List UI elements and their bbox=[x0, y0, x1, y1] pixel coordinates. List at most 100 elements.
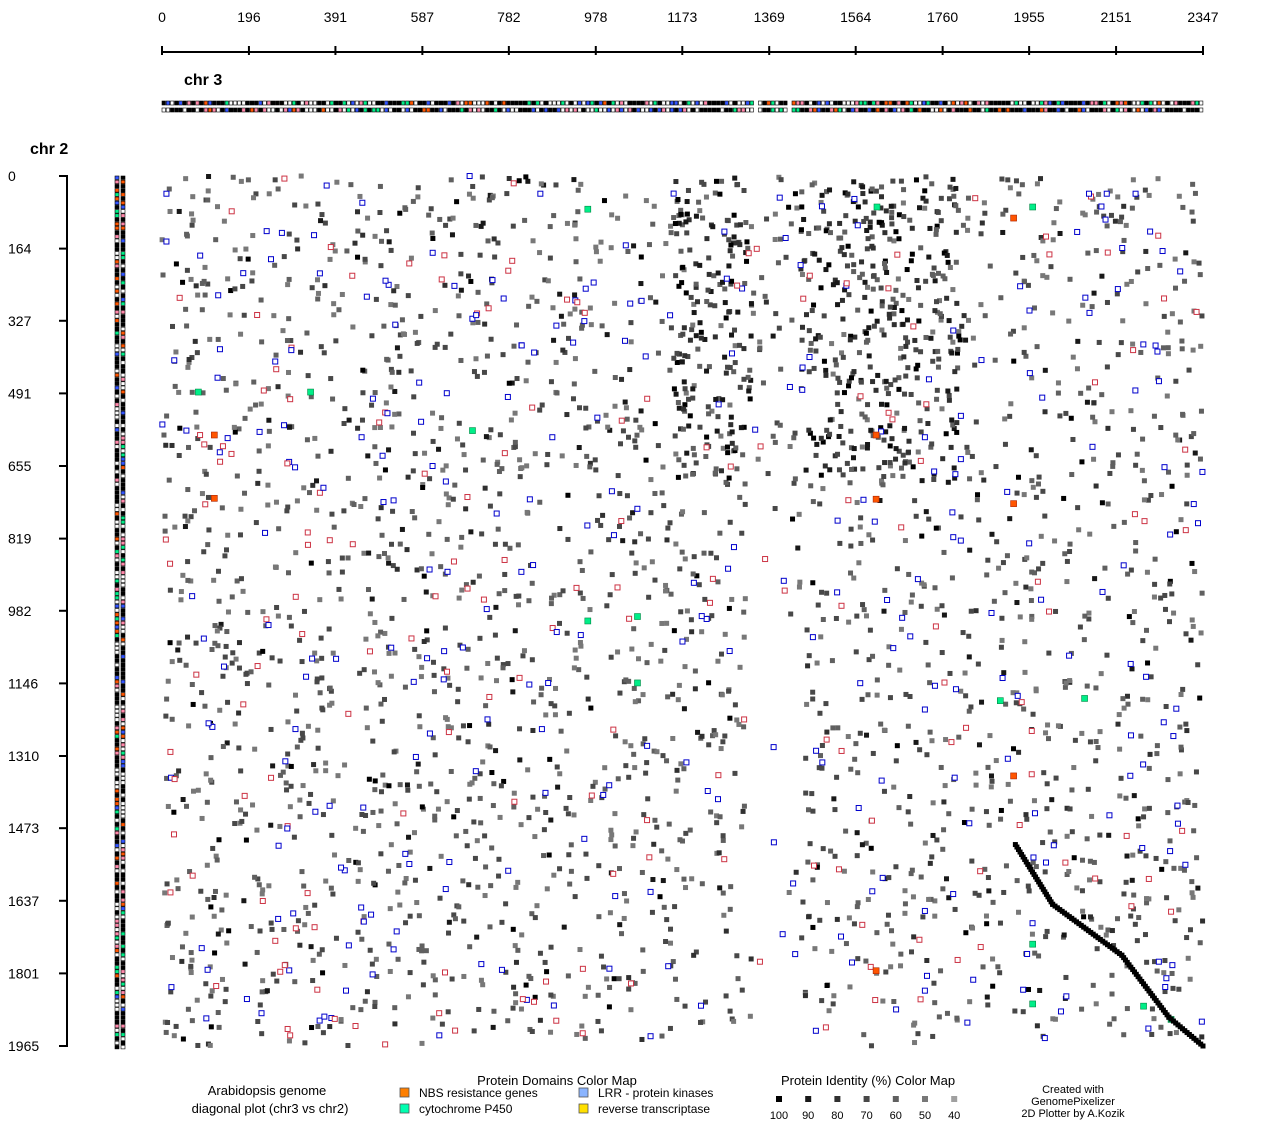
identity-point bbox=[683, 636, 689, 642]
identity-point bbox=[323, 768, 329, 774]
identity-point bbox=[1002, 590, 1008, 596]
identity-point bbox=[1075, 505, 1081, 511]
identity-point bbox=[715, 579, 721, 585]
identity-point bbox=[1066, 318, 1072, 324]
domain-box-point bbox=[464, 494, 471, 501]
identity-point bbox=[607, 592, 613, 598]
identity-point bbox=[236, 745, 242, 751]
identity-point bbox=[659, 1033, 665, 1039]
identity-point bbox=[495, 526, 501, 532]
domain-box-point bbox=[1046, 608, 1053, 615]
identity-point bbox=[532, 994, 538, 1000]
chr3-gene-mark bbox=[930, 107, 935, 113]
identity-point bbox=[1040, 238, 1046, 244]
domain-box-point bbox=[445, 729, 452, 736]
identity-point bbox=[903, 691, 909, 697]
x-tick-label: 1564 bbox=[840, 9, 871, 25]
domain-box-point bbox=[872, 997, 879, 1004]
identity-point bbox=[1139, 467, 1145, 473]
identity-point bbox=[223, 986, 229, 992]
domain-box-point bbox=[265, 622, 272, 629]
chr2-gene-mark bbox=[120, 385, 126, 390]
identity-point bbox=[1032, 950, 1038, 956]
identity-point bbox=[557, 866, 563, 872]
identity-point bbox=[989, 531, 995, 537]
identity-point bbox=[706, 411, 712, 417]
identity-point bbox=[448, 331, 454, 337]
domain-box-point bbox=[606, 782, 613, 789]
identity-point bbox=[250, 233, 256, 239]
identity-point bbox=[1165, 810, 1171, 816]
identity-point bbox=[392, 1005, 398, 1011]
identity-point bbox=[502, 541, 508, 547]
identity-point bbox=[958, 514, 964, 520]
identity-point bbox=[445, 724, 451, 730]
domain-box-point bbox=[505, 267, 512, 274]
identity-point bbox=[523, 174, 529, 180]
identity-point bbox=[188, 970, 194, 976]
identity-point bbox=[913, 739, 919, 745]
identity-point bbox=[582, 993, 588, 999]
identity-point bbox=[532, 451, 538, 457]
identity-point bbox=[215, 643, 221, 649]
chr2-gene-mark bbox=[114, 965, 120, 970]
identity-point bbox=[537, 250, 543, 256]
identity-point bbox=[215, 204, 221, 210]
identity-point bbox=[891, 784, 897, 790]
identity-point bbox=[870, 379, 876, 385]
identity-point bbox=[617, 441, 623, 447]
chr3-gene-mark bbox=[266, 107, 271, 113]
identity-point bbox=[1104, 364, 1110, 370]
identity-point bbox=[789, 317, 795, 323]
chr2-gene-mark bbox=[114, 851, 120, 857]
identity-point bbox=[891, 999, 897, 1005]
identity-point bbox=[681, 706, 687, 712]
identity-point bbox=[189, 957, 195, 963]
domain-box-point bbox=[851, 195, 858, 202]
identity-point bbox=[620, 538, 626, 544]
identity-point bbox=[646, 242, 652, 248]
identity-point bbox=[515, 947, 521, 953]
domain-box-point bbox=[1182, 861, 1189, 868]
identity-point bbox=[1154, 751, 1160, 757]
identity-point bbox=[908, 871, 914, 877]
domain-box-point bbox=[838, 602, 845, 609]
identity-point bbox=[1144, 896, 1150, 902]
domain-box-point bbox=[240, 701, 247, 708]
identity-point bbox=[319, 675, 325, 681]
identity-point bbox=[477, 795, 483, 801]
identity-point bbox=[665, 694, 671, 700]
identity-point bbox=[379, 532, 385, 538]
identity-point bbox=[817, 917, 823, 923]
identity-point bbox=[529, 580, 535, 586]
chr2-gene-mark bbox=[114, 910, 120, 915]
chr3-gene-mark bbox=[1165, 100, 1170, 106]
identity-point bbox=[1195, 662, 1201, 668]
identity-point bbox=[720, 445, 726, 451]
identity-point bbox=[810, 696, 816, 702]
identity-point bbox=[199, 690, 205, 696]
domain-box-point bbox=[402, 850, 409, 857]
identity-point bbox=[502, 588, 508, 594]
chr3-gene-mark bbox=[594, 100, 599, 106]
chr3-gene-mark bbox=[459, 107, 465, 113]
domain-box-point bbox=[384, 410, 391, 417]
identity-point bbox=[259, 339, 265, 345]
chr2-gene-mark bbox=[120, 352, 126, 357]
identity-point bbox=[493, 604, 499, 610]
identity-point bbox=[1166, 619, 1172, 625]
identity-point bbox=[603, 412, 609, 418]
chr3-gene-mark bbox=[275, 107, 280, 113]
identity-point bbox=[327, 685, 333, 691]
identity-point bbox=[683, 390, 689, 396]
chr3-gene-mark bbox=[464, 100, 469, 106]
identity-point bbox=[432, 977, 438, 983]
identity-point bbox=[963, 693, 969, 699]
domain-box-point bbox=[564, 296, 571, 303]
identity-point bbox=[232, 286, 238, 292]
chr2-gene-mark bbox=[120, 179, 126, 184]
chr2-gene-mark bbox=[114, 179, 120, 184]
identity-point bbox=[726, 605, 732, 611]
domain-box-point bbox=[574, 299, 581, 306]
identity-point bbox=[868, 427, 874, 433]
